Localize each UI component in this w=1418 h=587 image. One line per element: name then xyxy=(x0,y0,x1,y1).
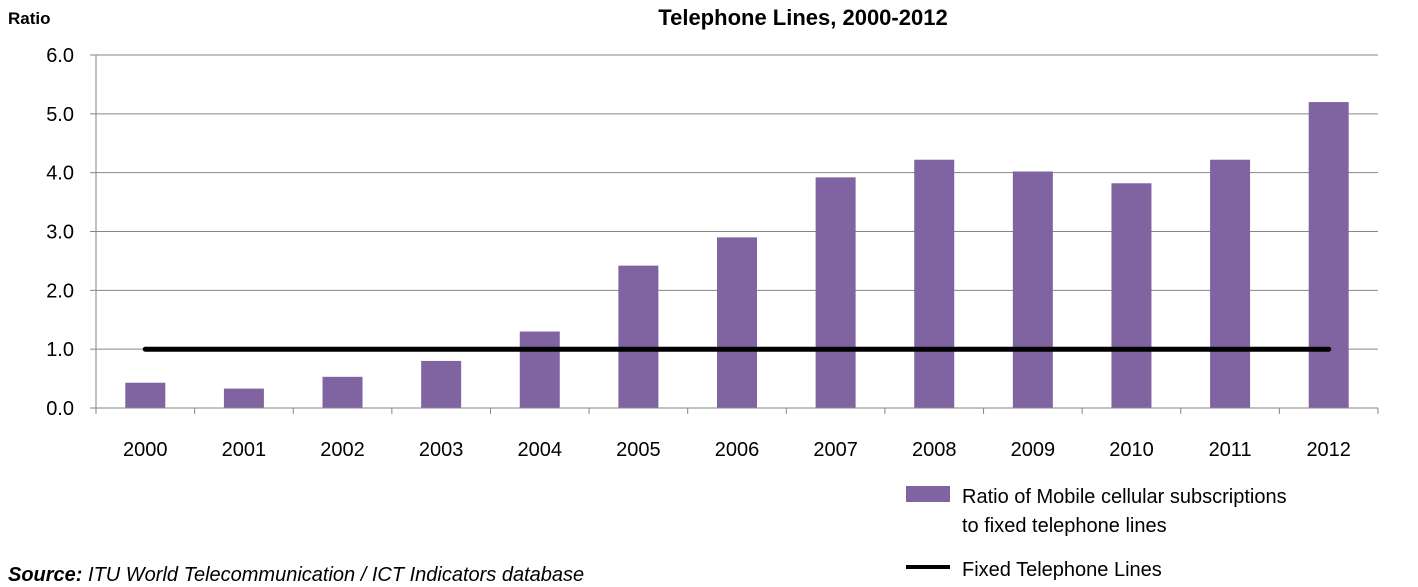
bar xyxy=(618,265,659,408)
y-tick-label: 1.0 xyxy=(46,339,74,361)
x-tick-label: 2007 xyxy=(813,439,858,461)
y-tick-label: 4.0 xyxy=(46,163,74,185)
bar xyxy=(717,237,757,408)
bar xyxy=(519,331,560,408)
bar xyxy=(815,177,856,408)
y-tick-label: 0.0 xyxy=(46,398,74,420)
bar xyxy=(223,388,264,408)
bar xyxy=(1111,183,1152,408)
legend-label-bar: Ratio of Mobile cellular subscriptions xyxy=(962,486,1287,508)
bar xyxy=(421,360,462,408)
legend-swatch-bar xyxy=(906,486,950,502)
x-tick-label: 2005 xyxy=(616,439,661,461)
bar xyxy=(1012,171,1053,408)
bar-series xyxy=(125,102,1349,409)
bar xyxy=(322,376,363,408)
legend: Ratio of Mobile cellular subscriptions to… xyxy=(906,486,1287,581)
y-tick-label: 3.0 xyxy=(46,222,74,244)
x-tick-label: 2003 xyxy=(419,439,464,461)
tick-labels: 0.0 1.0 2.0 3.0 4.0 5.0 6.0 2000 2001 2002 2003 200… xyxy=(46,45,1351,461)
x-tick-label: 2001 xyxy=(222,439,267,461)
source-label: Source: xyxy=(8,564,83,586)
x-tick-label: 2000 xyxy=(123,439,168,461)
bar xyxy=(1308,102,1349,409)
source-note: Source: ITU World Telecommunication / IC… xyxy=(8,564,584,587)
axes xyxy=(90,54,1379,414)
legend-label-bar: to fixed telephone lines xyxy=(962,515,1167,537)
x-tick-label: 2012 xyxy=(1306,439,1351,461)
x-tick-label: 2008 xyxy=(912,439,957,461)
x-tick-label: 2002 xyxy=(320,439,365,461)
chart-title: Telephone Lines, 2000-2012 xyxy=(658,5,947,30)
y-tick-label: 5.0 xyxy=(46,104,74,126)
bar xyxy=(914,159,955,408)
legend-label-line: Fixed Telephone Lines xyxy=(962,559,1162,581)
y-axis-label: Ratio xyxy=(8,9,51,28)
x-tick-label: 2009 xyxy=(1011,439,1056,461)
bar xyxy=(1210,159,1251,408)
x-tick-label: 2010 xyxy=(1109,439,1154,461)
x-tick-label: 2011 xyxy=(1209,439,1252,461)
x-tick-label: 2004 xyxy=(518,439,563,461)
y-tick-label: 2.0 xyxy=(46,280,74,302)
bar xyxy=(125,382,166,408)
x-tick-label: 2006 xyxy=(715,439,760,461)
source-text: ITU World Telecommunication / ICT Indica… xyxy=(82,564,585,586)
y-tick-label: 6.0 xyxy=(46,45,74,67)
